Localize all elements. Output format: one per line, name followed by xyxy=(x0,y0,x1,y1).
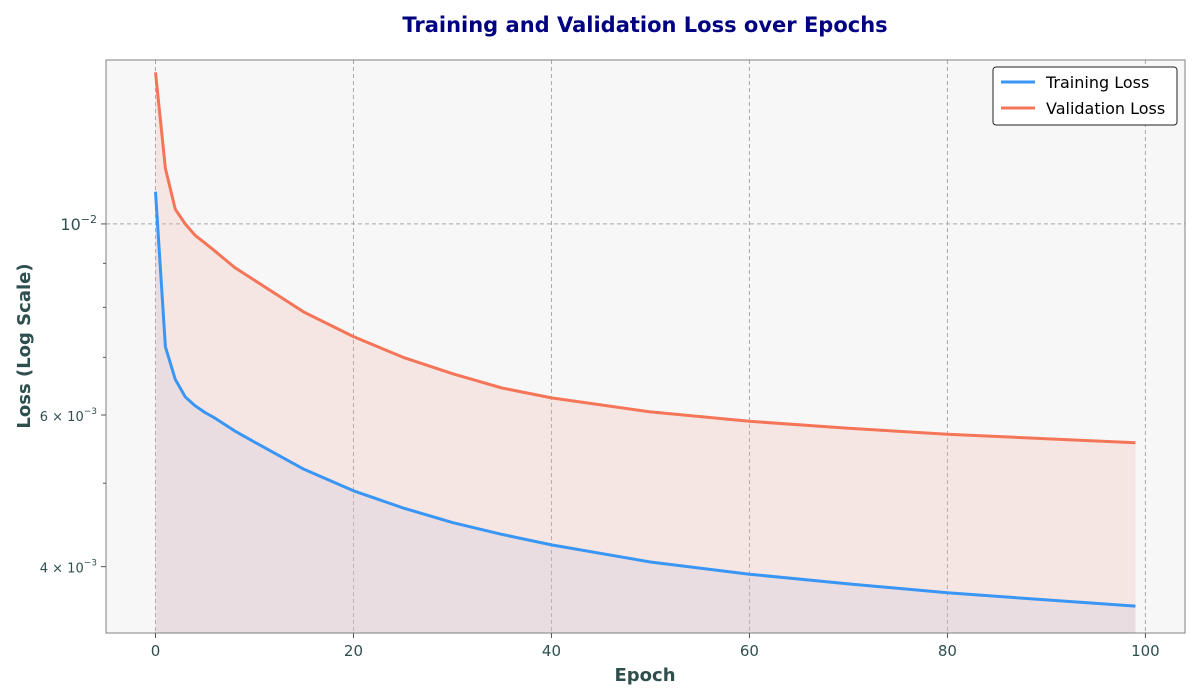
plot-area xyxy=(106,60,1185,633)
legend-label-validation: Validation Loss xyxy=(1046,99,1165,118)
legend-box xyxy=(992,66,1178,126)
x-axis-label: Epoch xyxy=(614,665,675,686)
plot-frame xyxy=(105,59,1186,634)
y-tick-label: 10−2 xyxy=(60,213,97,234)
y-axis-ticks: 10−2 6 × 10−3 4 × 10−3 xyxy=(40,213,106,577)
legend: Training Loss Validation Loss xyxy=(992,66,1178,126)
chart-title: Training and Validation Loss over Epochs xyxy=(402,13,887,37)
series-line-validation xyxy=(154,72,1136,445)
y-tick-label: 6 × 10−3 xyxy=(40,407,97,425)
grid xyxy=(106,60,1185,633)
series-lines xyxy=(154,72,1136,608)
x-tick-label: 80 xyxy=(938,642,957,660)
legend-label-training: Training Loss xyxy=(1045,73,1149,92)
area-fill-training xyxy=(155,191,1136,633)
y-axis-label: Loss (Log Scale) xyxy=(14,263,35,428)
x-tick-label: 20 xyxy=(344,642,363,660)
area-fill-validation xyxy=(155,72,1136,634)
x-axis-ticks: 0 20 40 60 80 100 xyxy=(151,633,1160,660)
x-tick-label: 40 xyxy=(542,642,561,660)
area-fills xyxy=(155,72,1136,634)
x-tick-label: 0 xyxy=(151,642,161,660)
y-tick-label: 4 × 10−3 xyxy=(40,559,97,577)
series-line-training xyxy=(154,191,1136,608)
x-tick-label: 100 xyxy=(1131,642,1160,660)
x-tick-label: 60 xyxy=(740,642,759,660)
